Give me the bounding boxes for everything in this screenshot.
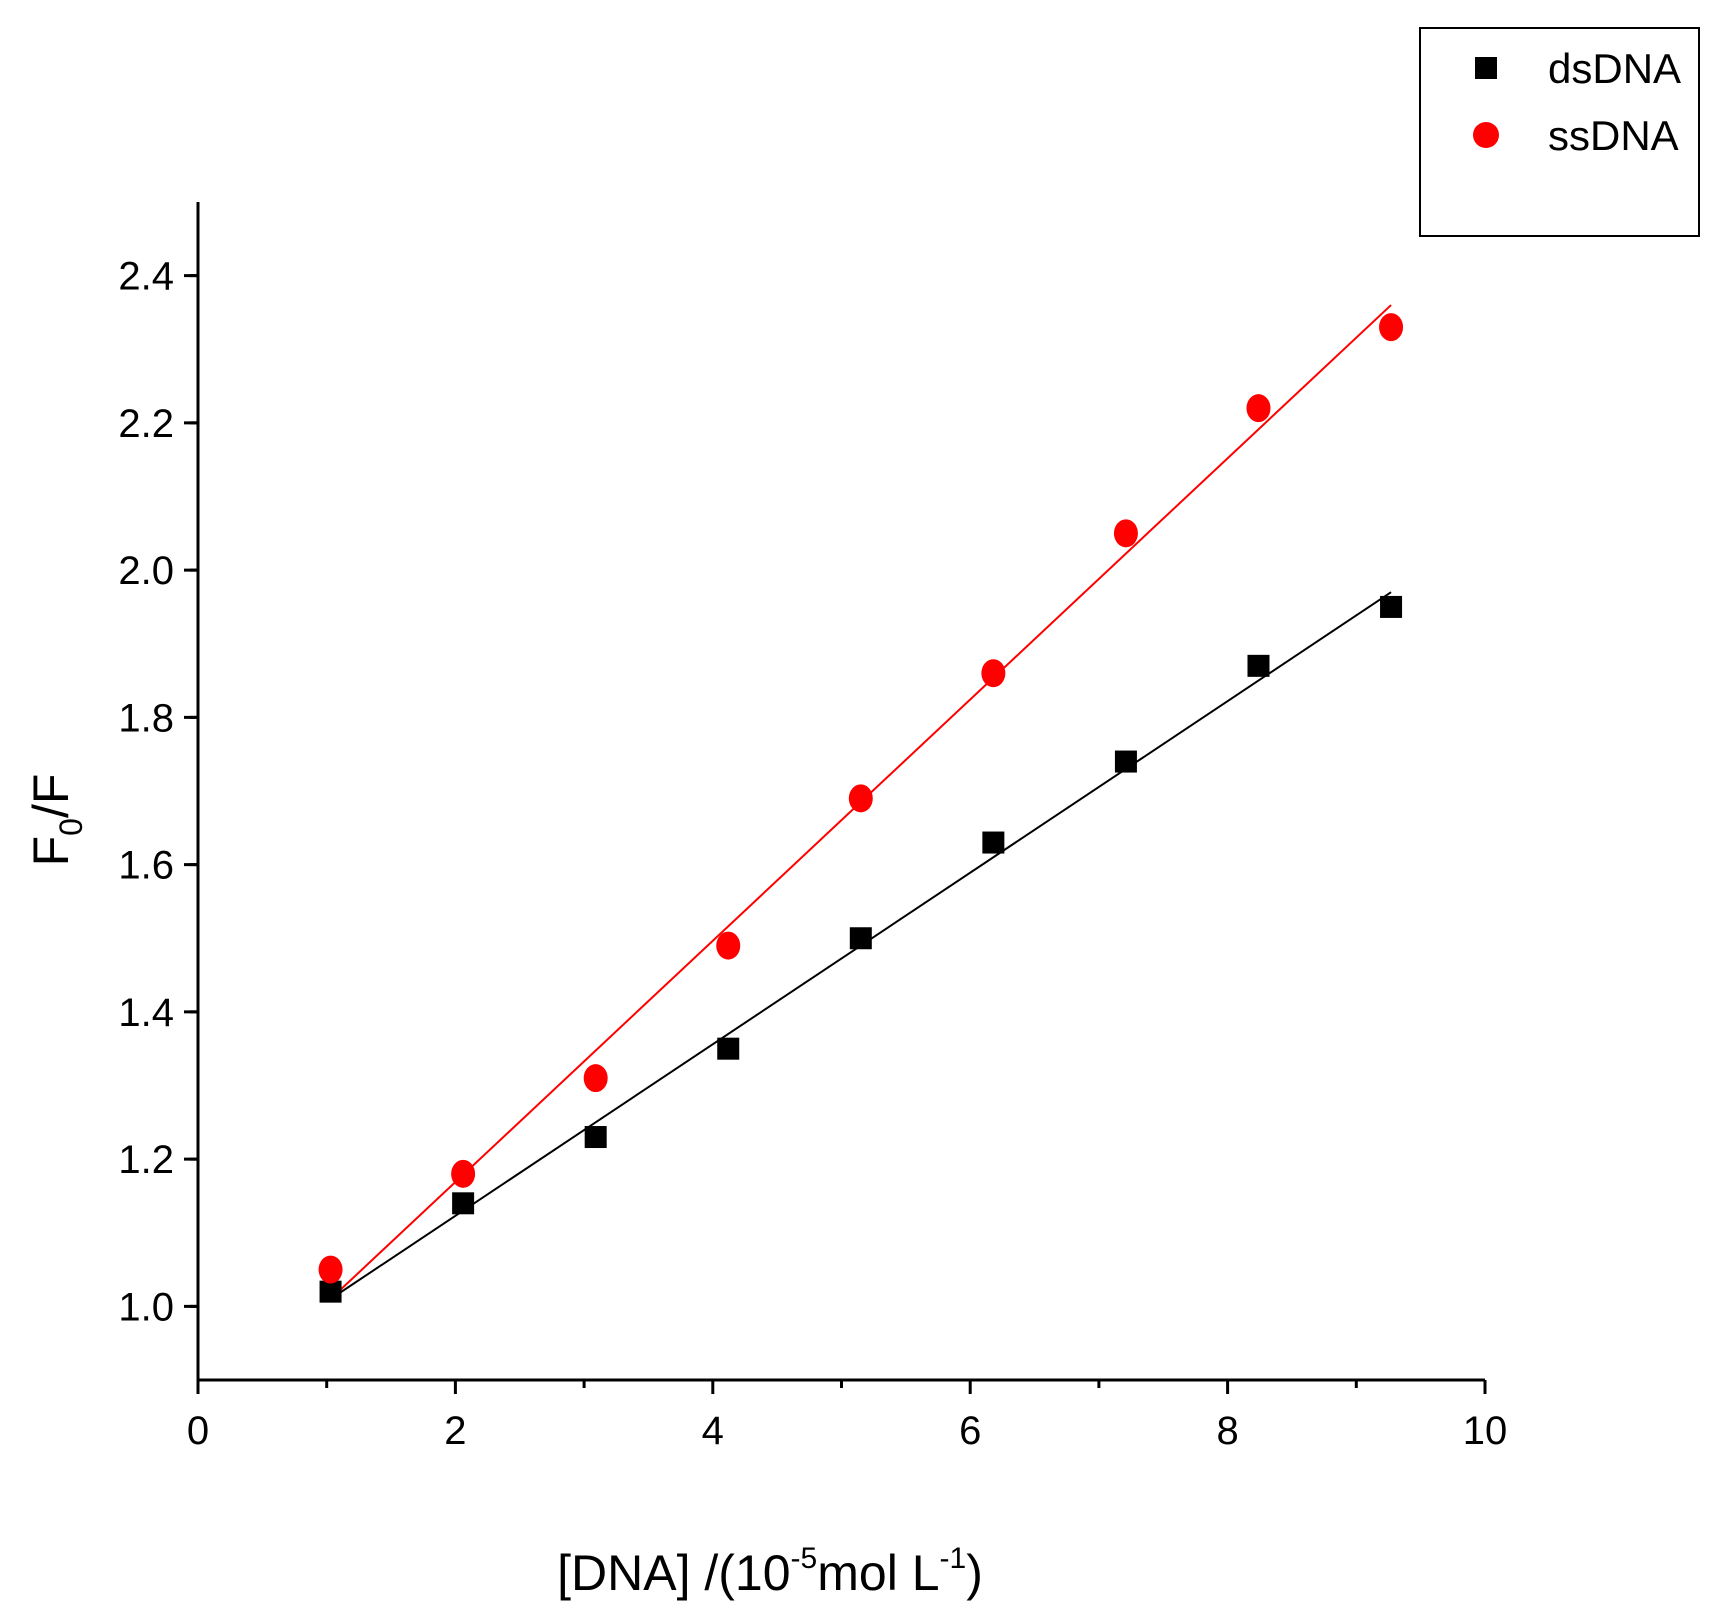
x-tick-label: 2: [444, 1409, 466, 1453]
ssdna-point: [981, 659, 1006, 688]
data-points: [318, 313, 1404, 1303]
y-tick-label: 2.0: [118, 549, 174, 593]
ssdna-point: [848, 784, 873, 813]
x-tick-label: 10: [1463, 1409, 1508, 1453]
ssdna-point: [583, 1064, 608, 1093]
legend-label-ssdna: ssDNA: [1548, 112, 1679, 159]
x-ticks: 0 2 4 6 8 10: [187, 1380, 1507, 1453]
dsdna-point: [1114, 750, 1137, 773]
dsdna-point: [982, 831, 1005, 854]
legend-marker-dsdna: [1475, 57, 1497, 79]
dsdna-point: [849, 927, 872, 950]
dsdna-point: [1380, 595, 1403, 618]
y-tick-label: 1.2: [118, 1138, 174, 1182]
legend-box: [1419, 27, 1700, 237]
ssdna-point: [451, 1159, 476, 1188]
legend: dsDNA ssDNA: [1419, 27, 1700, 237]
dsdna-point: [452, 1192, 475, 1215]
x-tick-label: 8: [1216, 1409, 1238, 1453]
legend-marker-ssdna: [1473, 122, 1499, 148]
y-tick-label: 1.8: [118, 696, 174, 740]
y-tick-label: 1.4: [118, 991, 174, 1035]
y-axis-title: F0/F: [23, 774, 89, 867]
y-tick-label: 1.6: [118, 844, 174, 888]
dsdna-point: [584, 1126, 607, 1149]
x-tick-label: 0: [187, 1409, 209, 1453]
ssdna-point: [318, 1255, 343, 1284]
ssdna-point: [1379, 313, 1404, 342]
dsdna-point: [1247, 654, 1270, 677]
dsdna-point: [717, 1037, 740, 1060]
x-tick-label: 6: [959, 1409, 981, 1453]
y-tick-label: 2.4: [118, 255, 174, 299]
ssdna-point: [1113, 519, 1138, 548]
dsdna-point: [319, 1280, 342, 1303]
x-axis-title: [DNA] /(10-5mol L-1): [557, 1542, 983, 1601]
ssdna-point: [716, 931, 741, 960]
legend-label-dsdna: dsDNA: [1548, 45, 1681, 92]
y-tick-label: 1.0: [118, 1285, 174, 1329]
y-ticks: 1.0 1.2 1.4 1.6 1.8 2.0 2.2 2.4: [118, 255, 198, 1329]
x-tick-label: 4: [702, 1409, 724, 1453]
y-tick-label: 2.2: [118, 402, 174, 446]
ssdna-point: [1246, 394, 1271, 423]
